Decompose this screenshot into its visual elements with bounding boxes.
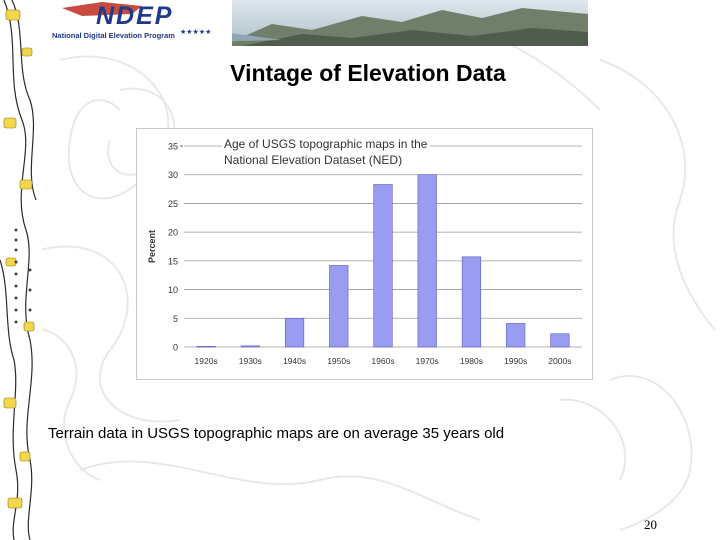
map-strip xyxy=(0,0,42,540)
y-tick-label: 10 xyxy=(168,285,178,295)
chart-title: Age of USGS topographic maps in the Natio… xyxy=(224,137,428,167)
x-tick-label: 1990s xyxy=(504,356,527,366)
bar xyxy=(373,184,393,348)
y-tick-label: 0 xyxy=(173,343,178,353)
x-tick-label: 1960s xyxy=(371,356,394,366)
y-tick-label: 35 xyxy=(168,142,178,152)
x-tick-label: 1930s xyxy=(239,356,262,366)
x-tick-label: 1940s xyxy=(283,356,306,366)
bar xyxy=(417,174,437,348)
chart-title-background xyxy=(222,136,430,168)
x-tick-label: 1920s xyxy=(195,356,218,366)
slide-title: Vintage of Elevation Data xyxy=(230,60,506,86)
x-tick-label: 1950s xyxy=(327,356,350,366)
y-tick-label: 30 xyxy=(168,170,178,180)
program-name: National Digital Elevation Program xyxy=(52,31,175,40)
bar xyxy=(550,333,570,348)
bar xyxy=(284,317,305,348)
y-axis-label: Percent xyxy=(147,230,157,263)
y-tick-label: 20 xyxy=(168,228,178,238)
star-row: ★★★★★ xyxy=(180,29,212,36)
page-number: 20 xyxy=(644,517,657,532)
x-tick-label: 2000s xyxy=(548,356,571,366)
bar xyxy=(196,346,216,348)
bar xyxy=(240,345,260,348)
y-tick-label: 15 xyxy=(168,256,178,266)
chart-title-line-2: National Elevation Dataset (NED) xyxy=(224,153,402,167)
bar xyxy=(461,256,482,348)
x-tick-label: 1980s xyxy=(460,356,483,366)
bar xyxy=(329,265,349,348)
ndep-logo: NDEP xyxy=(96,2,174,30)
y-tick-label: 25 xyxy=(168,199,178,209)
y-tick-label: 5 xyxy=(173,314,178,324)
chart-panel: 0 5 10 15 20 25 30 35 Percent 1920s 1930s 1940s 1950… xyxy=(136,128,593,380)
header-banner xyxy=(42,0,588,46)
slide-caption: Terrain data in USGS topographic maps ar… xyxy=(48,425,505,442)
bar xyxy=(506,323,526,348)
bar-chart: 0 5 10 15 20 25 30 35 Percent 1920s 1930s 1940s 1950… xyxy=(147,136,582,366)
chart-title-line-1: Age of USGS topographic maps in the xyxy=(224,137,428,151)
x-tick-label: 1970s xyxy=(416,356,439,366)
